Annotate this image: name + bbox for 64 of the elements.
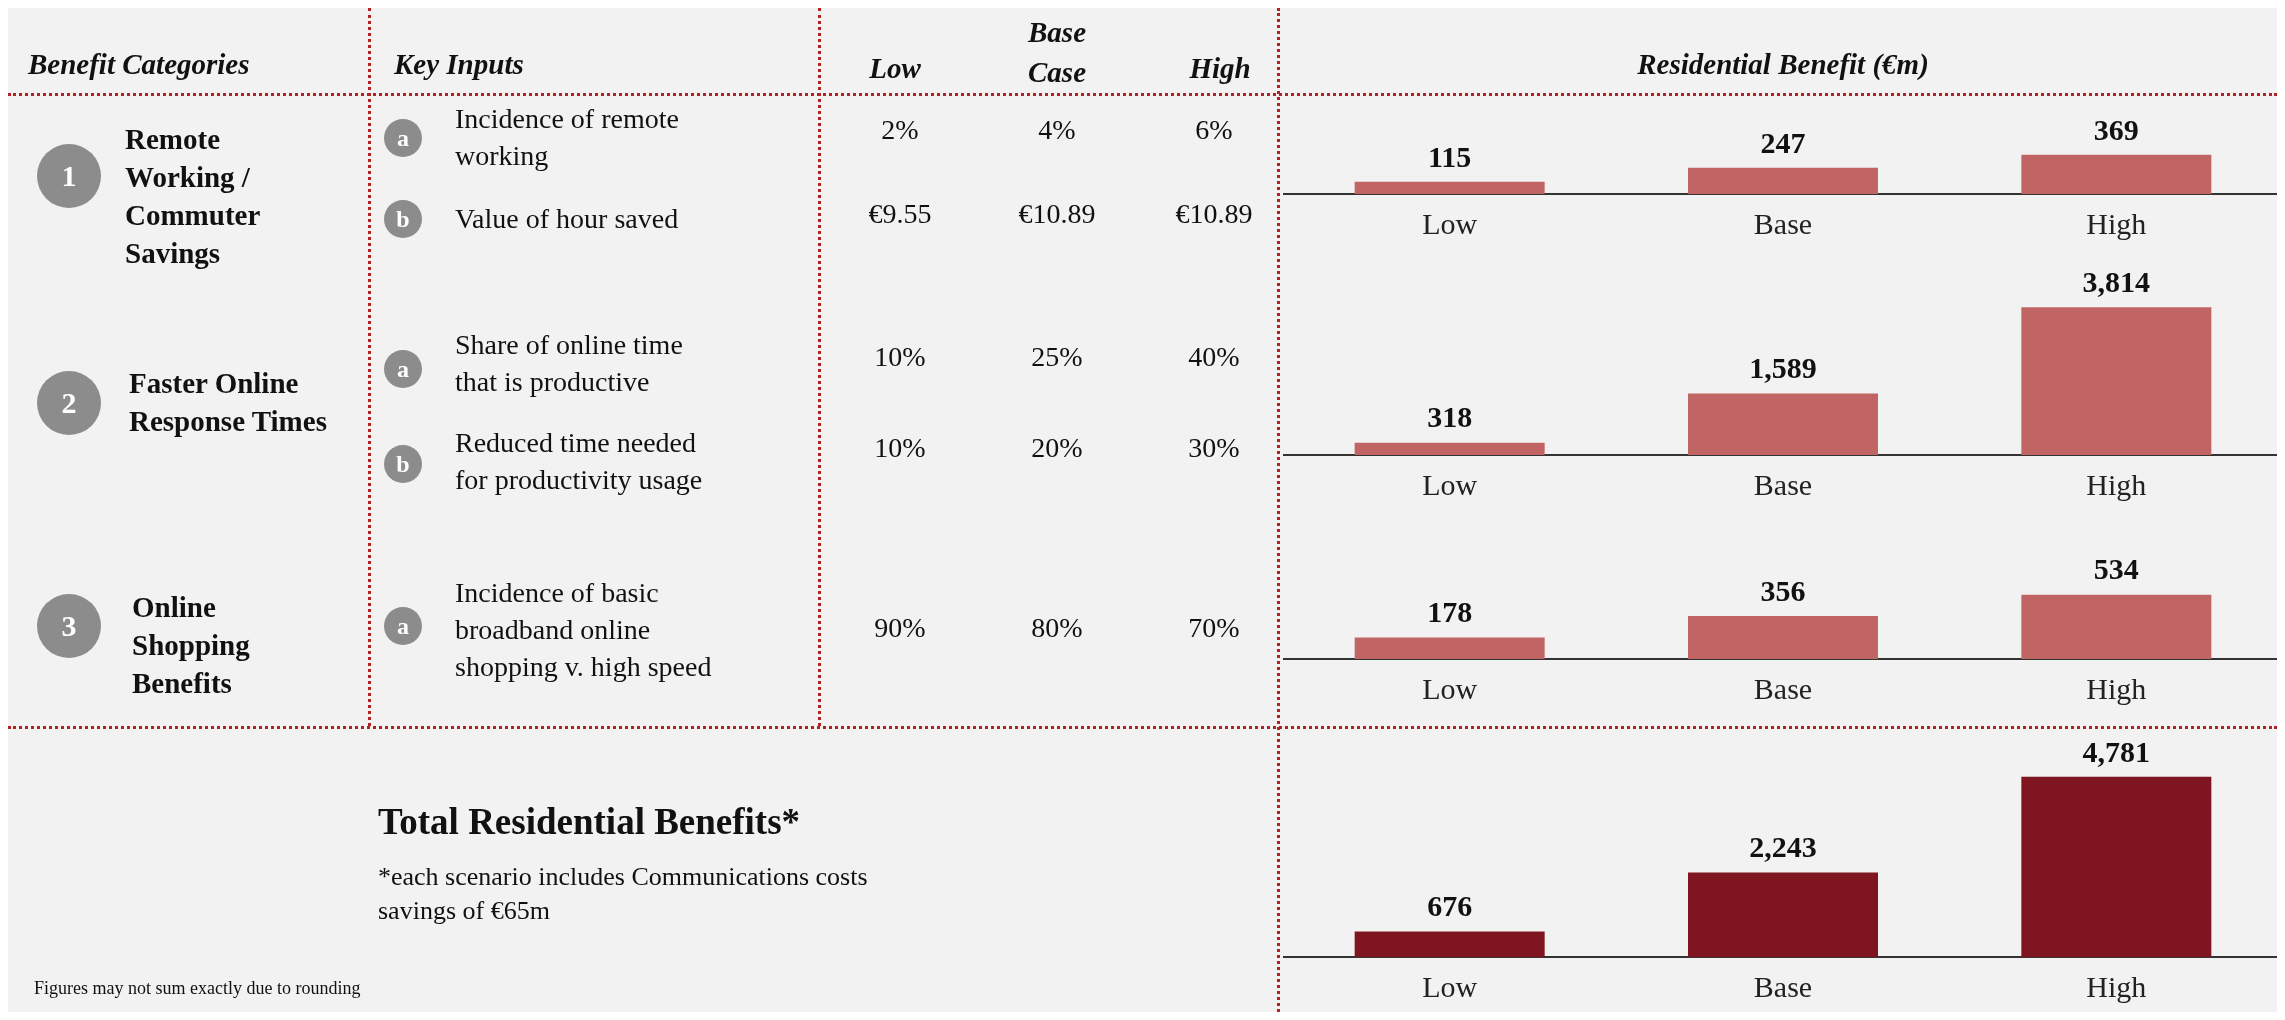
text: Remote Working / Commuter Savings xyxy=(125,122,261,271)
text: €9.55 xyxy=(867,198,933,230)
number-badge: 2 xyxy=(37,371,101,435)
text: 30% xyxy=(1187,432,1241,464)
data-label: 115 xyxy=(1427,139,1472,173)
x-tick-label: High xyxy=(2086,671,2147,705)
text: 6% xyxy=(1194,114,1234,146)
x-tick-label: High xyxy=(2086,206,2147,240)
x-tick-label: Base xyxy=(1753,206,1813,240)
text: Figures may not sum exactly due to rounding xyxy=(34,978,362,999)
x-tick-label: Low xyxy=(1422,969,1478,1003)
chart-title: Residential Benefit (€m) xyxy=(1636,48,1930,81)
text: 40% xyxy=(1187,341,1241,373)
data-label: 1,589 xyxy=(1749,351,1817,385)
number-badge: 1 xyxy=(37,144,101,208)
data-label: 369 xyxy=(2093,112,2139,146)
data-label: 4,781 xyxy=(2082,734,2151,768)
number-badge: 3 xyxy=(37,594,101,658)
x-tick-label: Base xyxy=(1753,671,1813,705)
text: 10% xyxy=(873,341,927,373)
x-tick-label: High xyxy=(2086,969,2147,1003)
text: 90% xyxy=(873,612,927,644)
text: Incidence of remote working xyxy=(455,102,680,173)
number-badge: a xyxy=(384,607,422,645)
data-label: 356 xyxy=(1760,573,1806,607)
text: Faster Online Response Times xyxy=(129,366,328,439)
x-tick-label: Base xyxy=(1753,467,1813,501)
text: 70% xyxy=(1187,612,1241,644)
text: Online Shopping Benefits xyxy=(132,590,251,701)
number-badge: b xyxy=(384,200,422,238)
text: €10.89 xyxy=(1174,198,1254,230)
text: 2% xyxy=(880,114,920,146)
text: 25% xyxy=(1030,341,1084,373)
text: €10.89 xyxy=(1017,198,1097,230)
text: Key Inputs xyxy=(394,48,525,81)
data-label: 318 xyxy=(1427,400,1473,434)
text: Base Case xyxy=(1026,15,1087,90)
text: Incidence of basic broadband online shopping v. high speed xyxy=(455,576,713,684)
text: Benefit Categories xyxy=(28,48,251,81)
text: Low xyxy=(868,51,922,86)
text: High xyxy=(1188,51,1252,86)
data-label: 247 xyxy=(1760,125,1806,159)
text: 80% xyxy=(1030,612,1084,644)
text: Share of online time that is productive xyxy=(455,328,684,399)
text: 20% xyxy=(1030,432,1084,464)
text: Value of hour saved xyxy=(455,202,680,236)
x-tick-label: Base xyxy=(1753,969,1813,1003)
x-tick-label: Low xyxy=(1422,467,1478,501)
text: Reduced time needed for productivity usage xyxy=(455,426,704,497)
data-label: 676 xyxy=(1427,889,1473,923)
data-label: 3,814 xyxy=(2082,265,2151,299)
number-badge: a xyxy=(384,350,422,388)
text: Total Residential Benefits* xyxy=(378,800,802,843)
number-badge: a xyxy=(384,119,422,157)
text: *each scenario includes Communications costs savings of €65m xyxy=(378,861,869,927)
number-badge: b xyxy=(384,445,422,483)
data-label: 178 xyxy=(1427,595,1473,629)
text: 4% xyxy=(1037,114,1077,146)
x-tick-label: Low xyxy=(1422,671,1478,705)
data-label: 534 xyxy=(2093,552,2139,586)
x-tick-label: Low xyxy=(1422,206,1478,240)
text: 10% xyxy=(873,432,927,464)
x-tick-label: High xyxy=(2086,467,2147,501)
data-label: 2,243 xyxy=(1749,830,1817,864)
